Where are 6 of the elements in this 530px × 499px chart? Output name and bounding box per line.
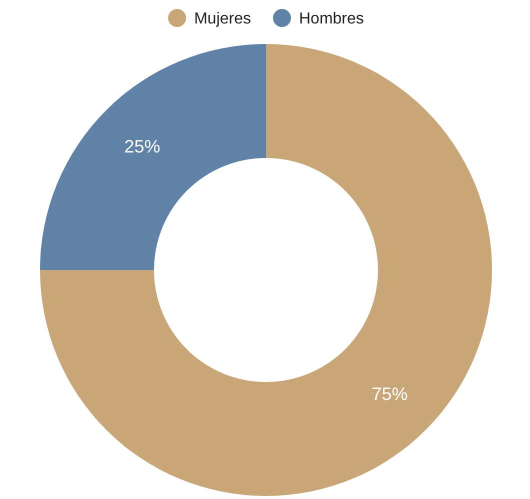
data-label: 25%	[124, 136, 160, 157]
legend-label: Hombres	[299, 10, 364, 28]
legend-label: Mujeres	[194, 10, 251, 28]
donut-slice	[40, 44, 266, 270]
donut-slice	[40, 44, 492, 496]
data-label: 75%	[372, 384, 408, 404]
